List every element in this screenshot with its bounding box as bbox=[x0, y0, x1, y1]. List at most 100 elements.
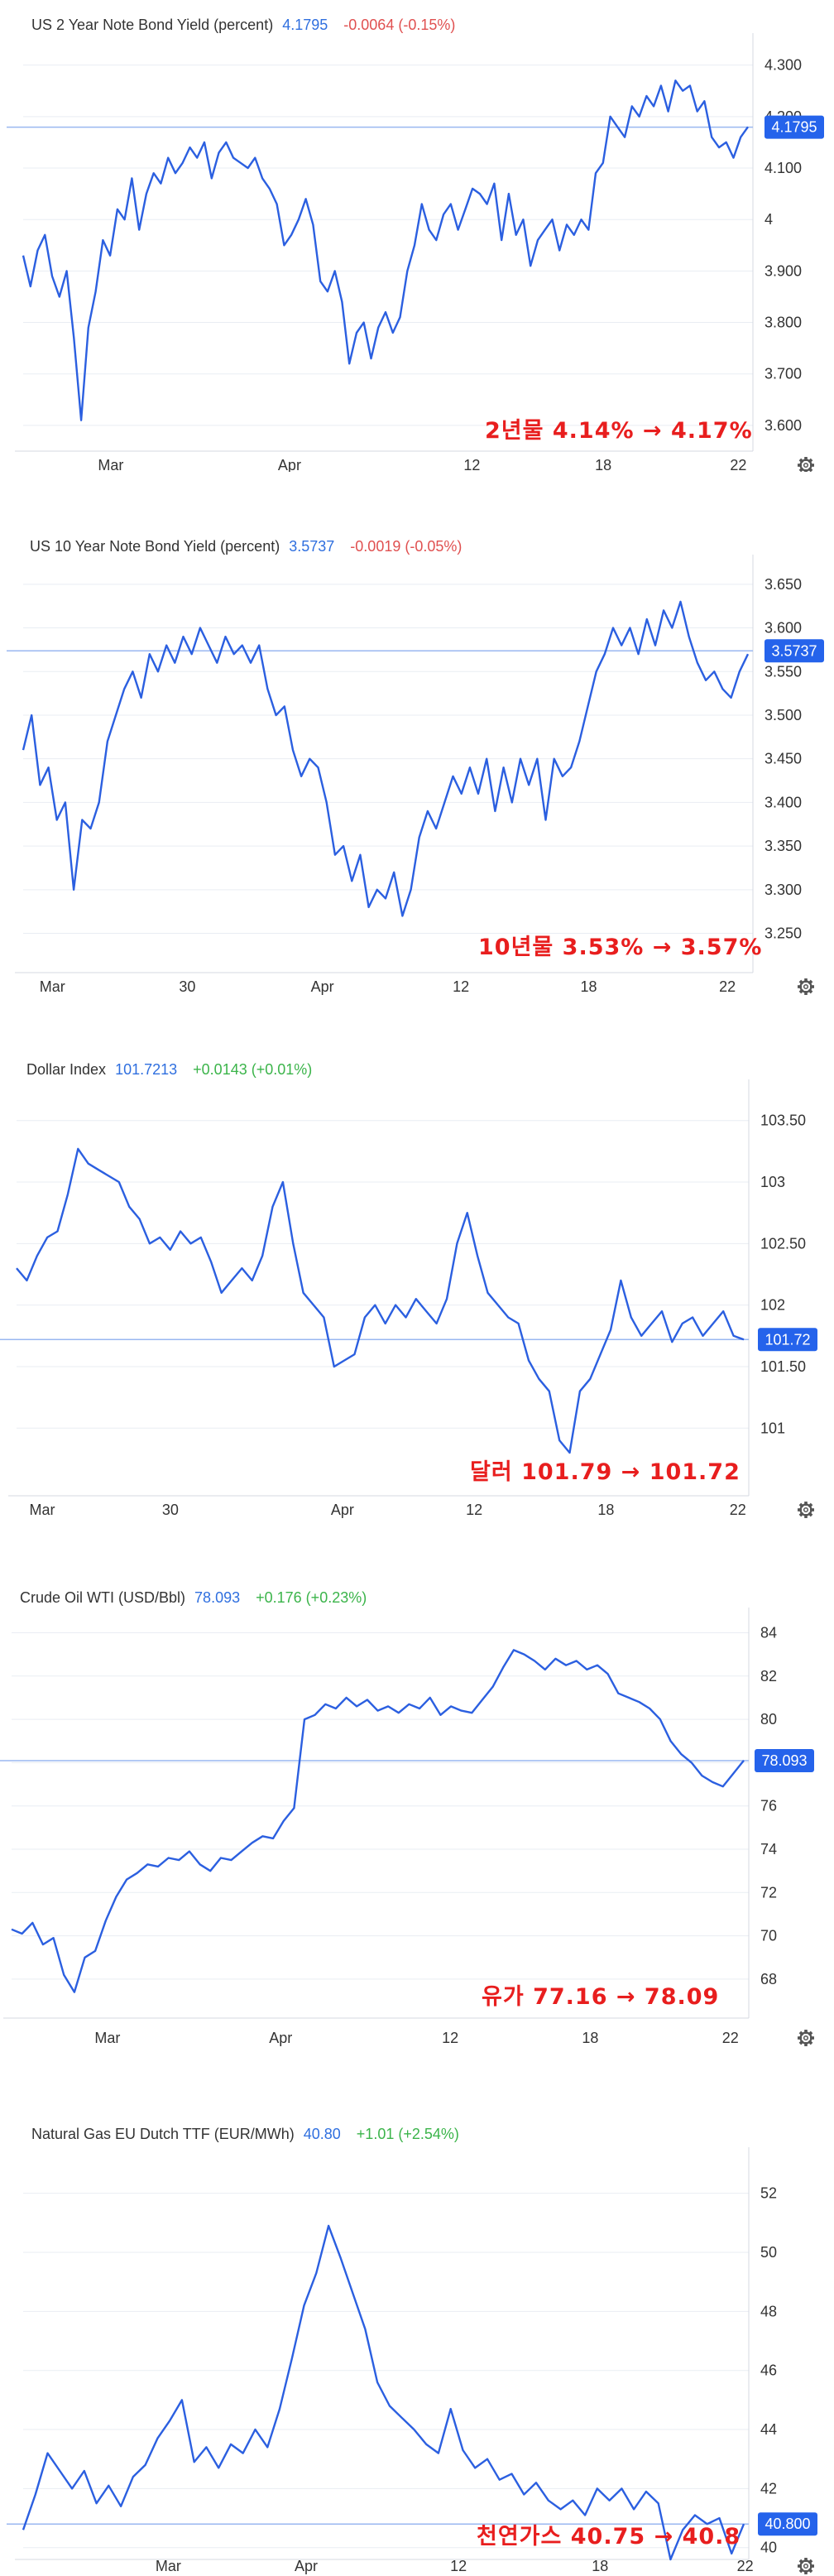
y-tick-label: 68 bbox=[760, 1971, 777, 1987]
y-tick-label: 76 bbox=[760, 1798, 777, 1814]
y-tick-label: 4.100 bbox=[764, 160, 802, 176]
x-tick-label: 18 bbox=[592, 2558, 608, 2574]
x-tick-label: Apr bbox=[295, 2558, 318, 2574]
y-tick-label: 3.700 bbox=[764, 366, 802, 382]
x-tick-label: 22 bbox=[730, 457, 746, 472]
chart-title: Crude Oil WTI (USD/Bbl) bbox=[20, 1589, 186, 1606]
x-tick-label: 18 bbox=[581, 978, 597, 995]
gear-icon[interactable] bbox=[798, 1502, 814, 1518]
y-tick-label: 3.900 bbox=[764, 262, 802, 279]
y-tick-label: 101.50 bbox=[760, 1358, 806, 1375]
y-tick-label: 3.600 bbox=[764, 620, 802, 637]
last-value-badge-text: 40.800 bbox=[764, 2516, 810, 2532]
x-tick-label: 18 bbox=[595, 457, 611, 472]
change-value: +0.176 (+0.23%) bbox=[256, 1589, 367, 1606]
x-tick-label: Mar bbox=[156, 2558, 181, 2574]
last-value-badge bbox=[764, 639, 824, 663]
last-value: 78.093 bbox=[194, 1589, 241, 1606]
chart-title: Dollar Index bbox=[26, 1061, 107, 1078]
y-tick-label: 3.800 bbox=[764, 315, 802, 331]
y-tick-label: 48 bbox=[760, 2303, 777, 2319]
change-value: -0.0019 (-0.05%) bbox=[350, 538, 463, 555]
x-tick-label: Apr bbox=[311, 978, 334, 995]
annotation: 천연가스 40.75 → 40.8 bbox=[477, 2524, 741, 2550]
price-line bbox=[11, 1649, 745, 1993]
last-value-badge-text: 101.72 bbox=[764, 1331, 810, 1348]
chart-header: Dollar Index 101.7213 +0.0143 (+0.01%) bbox=[26, 1061, 312, 1079]
gear-icon[interactable] bbox=[798, 978, 814, 995]
y-tick-label: 82 bbox=[760, 1668, 777, 1684]
y-tick-label: 52 bbox=[760, 2185, 777, 2202]
line-chart-us10y: 3.650 3.600 3.550 3.500 3.450 3.400 3.350 3.300… bbox=[7, 555, 824, 995]
line-chart-us2y: 4.3004.2004.10043.9003.8003.7003.600MarA… bbox=[7, 33, 824, 472]
gear-icon[interactable] bbox=[798, 2030, 814, 2046]
y-tick-label: 72 bbox=[760, 1884, 777, 1901]
last-value-badge-text: 78.093 bbox=[761, 1752, 807, 1769]
x-tick-label: Mar bbox=[94, 2030, 120, 2046]
last-value: 3.5737 bbox=[289, 538, 335, 555]
x-tick-label: 12 bbox=[450, 2558, 467, 2574]
line-chart-dxy: 103.50 103 102.50 102 101.50 101 Mar 30 Apr 12 18 2… bbox=[0, 1079, 817, 1518]
annotation: 10년물 3.53% → 3.57% bbox=[478, 935, 763, 960]
y-tick-label: 102.50 bbox=[760, 1235, 806, 1252]
annotation: 2년물 4.14% → 4.17% bbox=[485, 418, 753, 444]
gear-icon[interactable] bbox=[798, 2558, 814, 2574]
last-value-badge bbox=[758, 2512, 817, 2536]
y-tick-label: 103.50 bbox=[760, 1113, 806, 1129]
change-value: +1.01 (+2.54%) bbox=[356, 2126, 459, 2142]
last-value: 40.80 bbox=[303, 2126, 341, 2142]
y-tick-label: 3.250 bbox=[764, 925, 802, 942]
x-tick-label: 22 bbox=[730, 1502, 746, 1518]
y-tick-label: 3.350 bbox=[764, 838, 802, 854]
last-value: 4.1795 bbox=[282, 17, 328, 33]
y-tick-label: 80 bbox=[760, 1711, 777, 1728]
x-tick-label: Mar bbox=[29, 1502, 55, 1518]
chart-title: US 10 Year Note Bond Yield (percent) bbox=[30, 538, 280, 555]
x-tick-label: 12 bbox=[463, 457, 480, 472]
x-tick-label: 12 bbox=[453, 978, 469, 995]
x-tick-label: 22 bbox=[719, 978, 736, 995]
annotation: 달러 101.79 → 101.72 bbox=[470, 1459, 741, 1485]
x-tick-label: Apr bbox=[278, 457, 301, 472]
y-tick-label: 102 bbox=[760, 1297, 785, 1314]
chart-panel-us2y: US 2 Year Note Bond Yield (percent) 4.17… bbox=[0, 17, 834, 472]
price-line bbox=[22, 79, 749, 421]
change-value: +0.0143 (+0.01%) bbox=[193, 1061, 313, 1078]
last-value-badge-text: 3.5737 bbox=[771, 642, 817, 659]
chart-title: Natural Gas EU Dutch TTF (EUR/MWh) bbox=[31, 2126, 295, 2142]
chart-header: Natural Gas EU Dutch TTF (EUR/MWh) 40.80… bbox=[31, 2126, 459, 2143]
y-tick-label: 4 bbox=[764, 211, 773, 228]
chart-header: US 10 Year Note Bond Yield (percent) 3.5… bbox=[30, 538, 462, 555]
chart-header: US 2 Year Note Bond Yield (percent) 4.17… bbox=[31, 17, 455, 34]
x-tick-label: Apr bbox=[331, 1502, 354, 1518]
y-tick-label: 44 bbox=[760, 2421, 777, 2438]
y-tick-label: 50 bbox=[760, 2244, 777, 2261]
y-tick-label: 3.550 bbox=[764, 663, 802, 680]
x-tick-label: 18 bbox=[597, 1502, 614, 1518]
chart-panel-wti: Crude Oil WTI (USD/Bbl) 78.093 +0.176 (+… bbox=[0, 1589, 834, 2053]
last-value: 101.7213 bbox=[115, 1061, 178, 1078]
y-tick-label: 40 bbox=[760, 2540, 777, 2556]
gear-icon[interactable] bbox=[798, 457, 814, 472]
price-line bbox=[16, 1147, 745, 1454]
x-tick-label: 22 bbox=[722, 2030, 739, 2046]
x-tick-label: 22 bbox=[737, 2558, 754, 2574]
y-tick-label: 84 bbox=[760, 1624, 777, 1641]
last-value-badge-text: 4.1795 bbox=[771, 119, 817, 136]
price-line bbox=[22, 2224, 745, 2561]
x-tick-label: 18 bbox=[582, 2030, 598, 2046]
last-value-badge bbox=[764, 115, 824, 139]
y-tick-label: 3.650 bbox=[764, 576, 802, 593]
y-tick-label: 3.300 bbox=[764, 882, 802, 898]
chart-header: Crude Oil WTI (USD/Bbl) 78.093 +0.176 (+… bbox=[20, 1589, 367, 1607]
x-tick-label: Mar bbox=[40, 978, 65, 995]
y-tick-label: 103 bbox=[760, 1174, 785, 1190]
last-value-badge bbox=[755, 1748, 814, 1772]
x-tick-label: 12 bbox=[442, 2030, 458, 2046]
chart-title: US 2 Year Note Bond Yield (percent) bbox=[31, 17, 274, 33]
y-tick-label: 3.450 bbox=[764, 751, 802, 767]
y-tick-label: 42 bbox=[760, 2480, 777, 2497]
y-tick-label: 3.500 bbox=[764, 707, 802, 723]
y-tick-label: 101 bbox=[760, 1420, 785, 1436]
annotation: 유가 77.16 → 78.09 bbox=[482, 1984, 720, 2010]
